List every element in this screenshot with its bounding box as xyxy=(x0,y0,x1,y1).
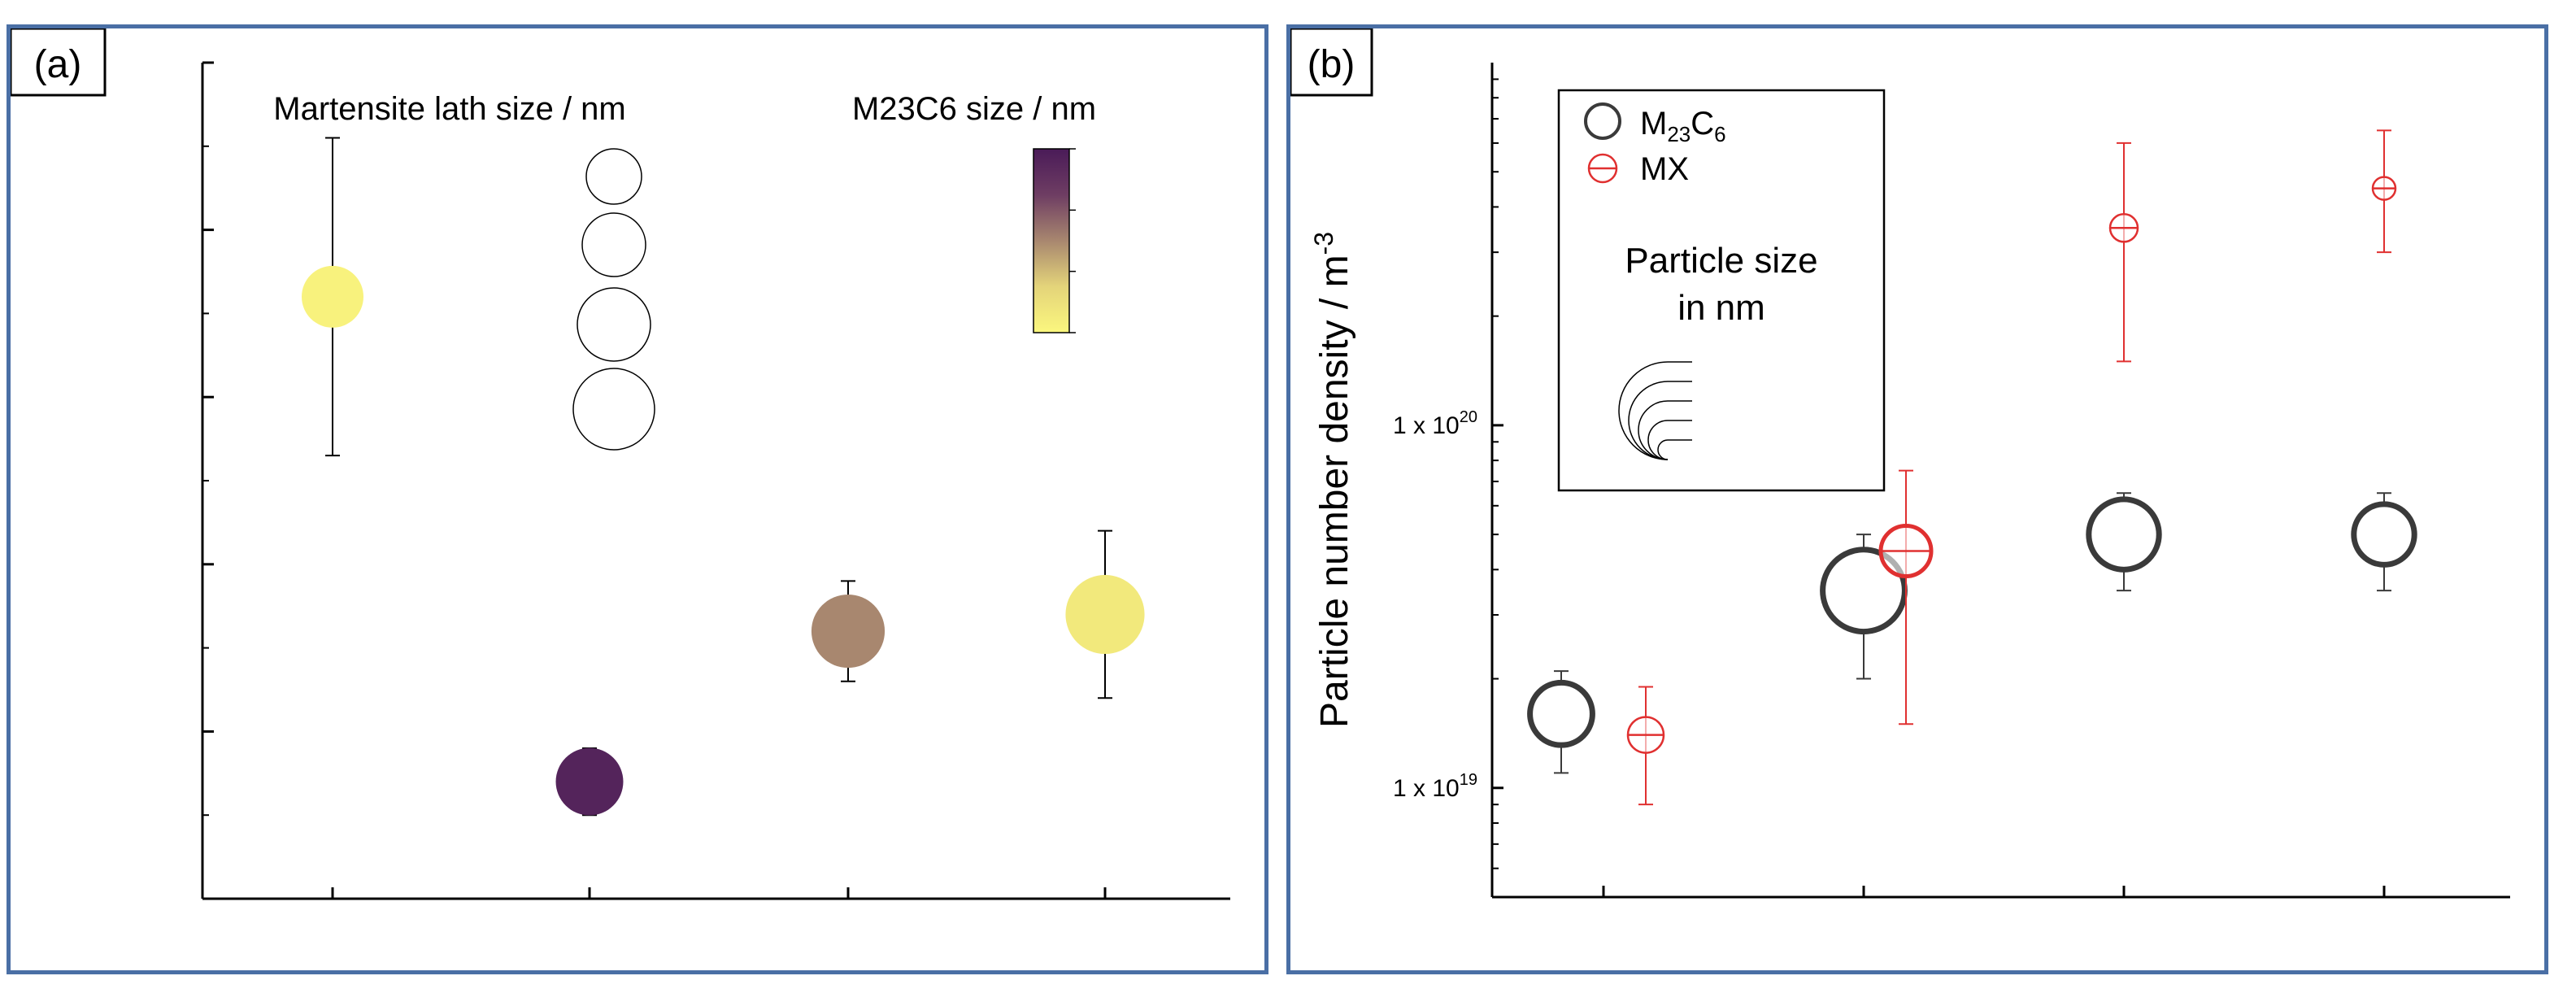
size-legend-b-arc xyxy=(1657,439,1669,460)
size-legend-b-arc xyxy=(1618,361,1669,460)
size-legend-circle xyxy=(585,148,642,205)
data-point-m23c6 xyxy=(2086,496,2162,573)
legend-b-box xyxy=(1557,89,1886,492)
size-legend-b-title1: Particle size xyxy=(1625,241,1817,281)
y-tick-label-b: 1 x 1019 xyxy=(1393,771,1477,802)
legend-a: Martensite lath size / nm M23C6 size / n… xyxy=(273,91,1096,451)
panel-a: (a) Martensite lath size / nm M23C6 size… xyxy=(7,24,1268,974)
axes-a xyxy=(201,61,1230,900)
colorbar-labels xyxy=(1069,148,1076,333)
panel-b: (b) 1 x 1020 1 x 1019 Particle number dens… xyxy=(1286,24,2548,974)
panel-a-label: (a) xyxy=(34,43,82,86)
size-legend-circle xyxy=(581,212,646,277)
size-legend-b-arc xyxy=(1628,381,1669,460)
y-tick-base-b: 1 x 10 xyxy=(1393,412,1460,439)
size-legend-b-arcs xyxy=(1618,361,1692,460)
data-point-m23c6 xyxy=(1527,679,1595,748)
data-point-a xyxy=(1065,574,1145,655)
size-legend-circle xyxy=(572,368,655,451)
size-legend-b-arc xyxy=(1638,400,1669,460)
data-point-m23c6 xyxy=(2351,501,2417,568)
marks-b xyxy=(1527,129,2417,806)
chart-a-svg: (a) Martensite lath size / nm M23C6 size… xyxy=(11,28,1230,900)
y-axis-title-b: Particle number density / m-3 xyxy=(1309,232,1356,728)
y-tick-base-b: 1 x 10 xyxy=(1393,775,1460,802)
size-legend-title: Martensite lath size / nm xyxy=(273,91,626,127)
legend-m23c6-c: C xyxy=(1690,106,1714,142)
legend-m23c6-m: M xyxy=(1640,106,1667,142)
data-point-a xyxy=(302,265,363,328)
y-tick-exp-b: 19 xyxy=(1460,771,1477,789)
data-point-a xyxy=(555,747,624,816)
panel-b-label-box: (b) xyxy=(1290,28,1373,97)
y-axis-title-b-sup: -3 xyxy=(1309,232,1338,255)
legend-mx-label: MX xyxy=(1640,151,1689,187)
legend-m23c6-label: M23C6 xyxy=(1640,106,1726,146)
y-tick-label-b: 1 x 1020 xyxy=(1393,408,1477,439)
y-tick-exp-b: 20 xyxy=(1460,408,1477,426)
data-point-a xyxy=(811,594,886,669)
y-axis-title-b-text: Particle number density / m xyxy=(1313,255,1356,728)
legend-m23c6-sub2: 6 xyxy=(1714,122,1725,146)
data-point-m23c6 xyxy=(1820,547,1908,635)
marks-a xyxy=(302,137,1145,817)
size-legend-circles xyxy=(572,148,655,451)
panel-a-label-box: (a) xyxy=(11,28,107,97)
size-legend-b-title2: in nm xyxy=(1677,288,1765,328)
size-legend-circle xyxy=(577,287,651,362)
panel-b-label: (b) xyxy=(1308,43,1355,86)
legend-b: M23C6 MX Particle size in nm xyxy=(1557,89,1886,492)
colorbar-title: M23C6 size / nm xyxy=(852,91,1096,127)
legend-m23c6-marker xyxy=(1584,102,1621,140)
colorbar xyxy=(1033,148,1070,333)
size-legend-b-arc xyxy=(1647,420,1669,460)
legend-m23c6-sub1: 23 xyxy=(1667,122,1690,146)
